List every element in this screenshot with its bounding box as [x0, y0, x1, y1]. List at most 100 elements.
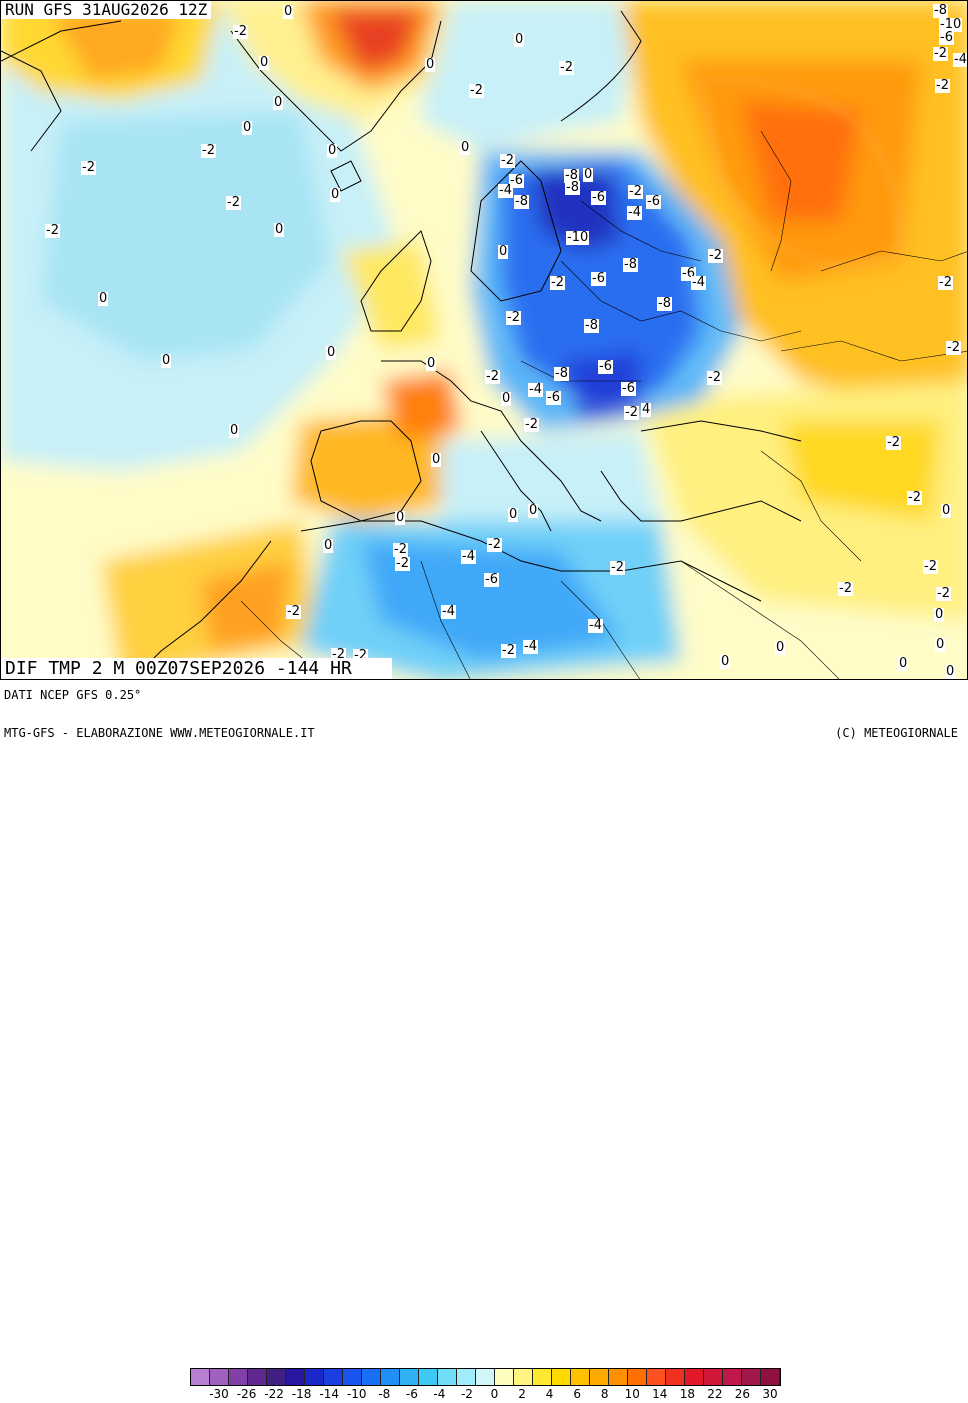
color-swatch: [685, 1369, 704, 1385]
contour-label: 0: [283, 5, 293, 19]
contour-label: 0: [161, 354, 171, 368]
color-swatch: [742, 1369, 761, 1385]
contour-label: -2: [935, 79, 950, 93]
color-swatch: [381, 1369, 400, 1385]
color-swatch: [590, 1369, 609, 1385]
contour-label: -6: [621, 382, 636, 396]
color-swatch: [191, 1369, 210, 1385]
color-swatch: [419, 1369, 438, 1385]
contour-label: -2: [485, 370, 500, 384]
contour-label: -2: [500, 154, 515, 168]
contour-label: -4: [441, 605, 456, 619]
scale-tick: 18: [680, 1387, 695, 1401]
contour-label: -2: [707, 371, 722, 385]
scale-tick: 4: [546, 1387, 554, 1401]
contour-label: -8: [514, 195, 529, 209]
contour-label: -2: [550, 276, 565, 290]
contour-label: 0: [326, 346, 336, 360]
contour-label: -2: [487, 538, 502, 552]
credit-text: MTG-GFS - ELABORAZIONE WWW.METEOGIORNALE…: [4, 726, 315, 740]
color-swatch: [571, 1369, 590, 1385]
contour-label: -2: [395, 557, 410, 571]
contour-label: -4: [627, 206, 642, 220]
contour-label: -2: [628, 185, 643, 199]
contour-label: -8: [623, 258, 638, 272]
contour-label: -2: [624, 406, 639, 420]
contour-label: 0: [514, 33, 524, 47]
color-swatch: [305, 1369, 324, 1385]
scale-tick: -22: [264, 1387, 284, 1401]
contour-label: -8: [933, 4, 948, 18]
contour-label: -10: [566, 231, 589, 245]
contour-label: 0: [330, 188, 340, 202]
contour-label: 0: [242, 121, 252, 135]
color-swatch: [552, 1369, 571, 1385]
contour-label: -2: [559, 61, 574, 75]
scale-tick: -14: [319, 1387, 339, 1401]
scale-tick: -2: [461, 1387, 473, 1401]
color-swatch: [229, 1369, 248, 1385]
scale-tick: -10: [347, 1387, 367, 1401]
contour-label: -6: [484, 573, 499, 587]
contour-label: 0: [508, 508, 518, 522]
contour-label: -8: [584, 319, 599, 333]
color-swatch: [476, 1369, 495, 1385]
contour-label: 0: [259, 56, 269, 70]
contour-label: 0: [775, 641, 785, 655]
color-swatch: [609, 1369, 628, 1385]
copyright-text: (C) METEOGIORNALE: [835, 726, 958, 740]
scale-tick: -30: [209, 1387, 229, 1401]
color-swatch: [761, 1369, 780, 1385]
contour-label: -2: [393, 543, 408, 557]
color-swatch: [666, 1369, 685, 1385]
color-swatch: [267, 1369, 286, 1385]
run-title: RUN GFS 31AUG2026 12Z: [1, 1, 211, 19]
contour-label: 0: [274, 223, 284, 237]
contour-label: 0: [98, 292, 108, 306]
color-swatch: [324, 1369, 343, 1385]
contour-label: 0: [583, 168, 593, 182]
contour-label: 0: [498, 245, 508, 259]
contour-label: 0: [898, 657, 908, 671]
contour-label: -2: [506, 311, 521, 325]
contour-label: -2: [610, 561, 625, 575]
contour-label: -2: [933, 47, 948, 61]
contour-label: 0: [720, 655, 730, 669]
contour-label: -2: [501, 644, 516, 658]
contour-label: -6: [546, 391, 561, 405]
color-swatch: [400, 1369, 419, 1385]
contour-label: -2: [81, 161, 96, 175]
contour-label: -2: [938, 276, 953, 290]
scale-tick: 2: [518, 1387, 526, 1401]
color-swatch: [533, 1369, 552, 1385]
color-swatch: [362, 1369, 381, 1385]
scale-tick: 30: [762, 1387, 777, 1401]
contour-label: 0: [460, 141, 470, 155]
scale-tick: -8: [378, 1387, 390, 1401]
contour-label: 0: [323, 539, 333, 553]
contour-label: -4: [461, 550, 476, 564]
contour-label: 0: [431, 453, 441, 467]
scale-tick: 22: [707, 1387, 722, 1401]
color-swatch: [248, 1369, 267, 1385]
contour-label: -2: [233, 25, 248, 39]
contour-label: -2: [469, 84, 484, 98]
contour-label: -4: [528, 383, 543, 397]
color-swatch: [647, 1369, 666, 1385]
color-scale-ticks: -30 -26 -22 -18 -14 -10 -8 -6 -4 -2 0 2 4 6 8 10 14 18 22 2…: [190, 1387, 968, 1403]
contour-label: 0: [327, 144, 337, 158]
contour-label: -4: [498, 184, 513, 198]
footer: DATI NCEP GFS 0.25° -30 -26 -22 -18 -14 -10 -8…: [0, 680, 968, 745]
contour-label: -6: [591, 191, 606, 205]
contour-label: -2: [524, 418, 539, 432]
color-swatch: [210, 1369, 229, 1385]
contour-label: -8: [554, 367, 569, 381]
scale-tick: -26: [237, 1387, 257, 1401]
contour-label: -2: [286, 605, 301, 619]
scale-tick: 10: [625, 1387, 640, 1401]
contour-label: -2: [226, 196, 241, 210]
contour-label: 0: [273, 96, 283, 110]
field-title: DIF TMP 2 M 00Z07SEP2026 -144 HR: [1, 658, 392, 680]
contour-label: 0: [229, 424, 239, 438]
contour-label: -8: [565, 181, 580, 195]
